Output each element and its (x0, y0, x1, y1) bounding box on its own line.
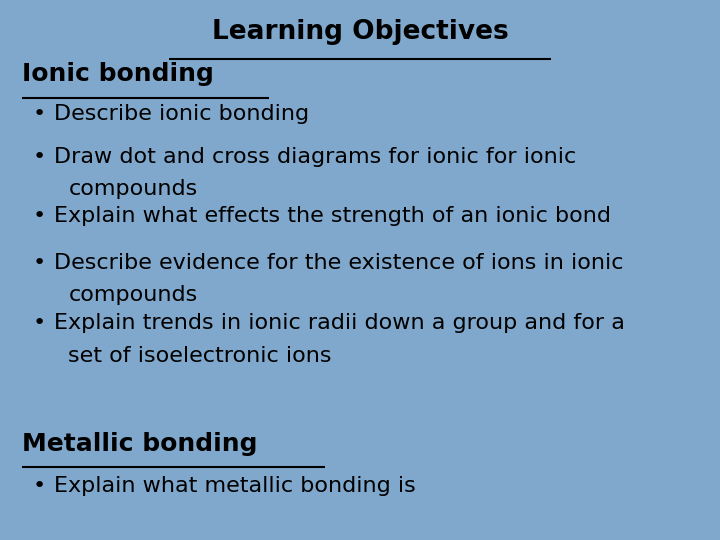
Text: •: • (32, 313, 45, 333)
Text: •: • (32, 104, 45, 124)
Text: Metallic bonding: Metallic bonding (22, 432, 257, 456)
Text: compounds: compounds (68, 285, 198, 305)
Text: •: • (32, 476, 45, 496)
Text: Explain what effects the strength of an ionic bond: Explain what effects the strength of an … (54, 206, 611, 226)
Text: Explain what metallic bonding is: Explain what metallic bonding is (54, 476, 415, 496)
Text: •: • (32, 147, 45, 167)
Text: •: • (32, 253, 45, 273)
Text: Describe ionic bonding: Describe ionic bonding (54, 104, 309, 124)
Text: Ionic bonding: Ionic bonding (22, 62, 213, 86)
Text: Draw dot and cross diagrams for ionic for ionic: Draw dot and cross diagrams for ionic fo… (54, 147, 576, 167)
Text: set of isoelectronic ions: set of isoelectronic ions (68, 346, 332, 366)
Text: Learning Objectives: Learning Objectives (212, 19, 508, 45)
Text: compounds: compounds (68, 179, 198, 199)
Text: •: • (32, 206, 45, 226)
Text: Describe evidence for the existence of ions in ionic: Describe evidence for the existence of i… (54, 253, 624, 273)
Text: Explain trends in ionic radii down a group and for a: Explain trends in ionic radii down a gro… (54, 313, 625, 333)
